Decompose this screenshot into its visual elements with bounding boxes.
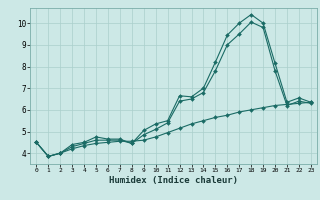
X-axis label: Humidex (Indice chaleur): Humidex (Indice chaleur) [109, 176, 238, 185]
